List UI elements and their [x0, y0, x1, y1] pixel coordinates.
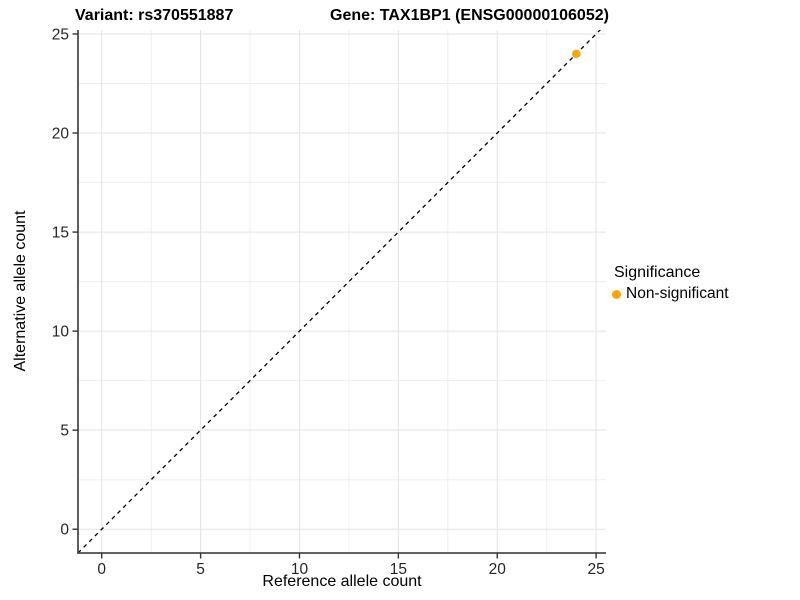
- y-axis-title: Alternative allele count: [12, 210, 29, 372]
- y-tick-label: 10: [52, 324, 70, 341]
- data-point: [572, 49, 581, 58]
- legend-item-label: Non-significant: [626, 285, 729, 302]
- gene-title: Gene: TAX1BP1 (ENSG00000106052): [330, 7, 609, 24]
- x-tick-label: 0: [97, 561, 106, 578]
- legend-item: Non-significant: [612, 285, 729, 303]
- y-tick-label: 5: [60, 423, 69, 440]
- legend-title: Significance: [614, 264, 701, 281]
- x-tick-label: 15: [390, 561, 407, 578]
- legend: Significance Non-significant: [612, 264, 729, 303]
- x-tick-label: 25: [587, 561, 604, 578]
- x-axis-title: Reference allele count: [262, 573, 422, 590]
- x-tick-label: 20: [489, 561, 507, 578]
- y-tick-label: 15: [52, 225, 69, 242]
- x-tick-label: 10: [291, 561, 309, 578]
- variant-title: Variant: rs370551887: [75, 7, 234, 24]
- x-tick-label: 5: [196, 561, 205, 578]
- y-tick-label: 0: [60, 522, 69, 539]
- identity-reference-line: [78, 30, 601, 553]
- y-tick-label: 25: [52, 26, 69, 43]
- legend-key-dot-icon: [612, 289, 621, 299]
- y-tick-label: 20: [52, 126, 70, 143]
